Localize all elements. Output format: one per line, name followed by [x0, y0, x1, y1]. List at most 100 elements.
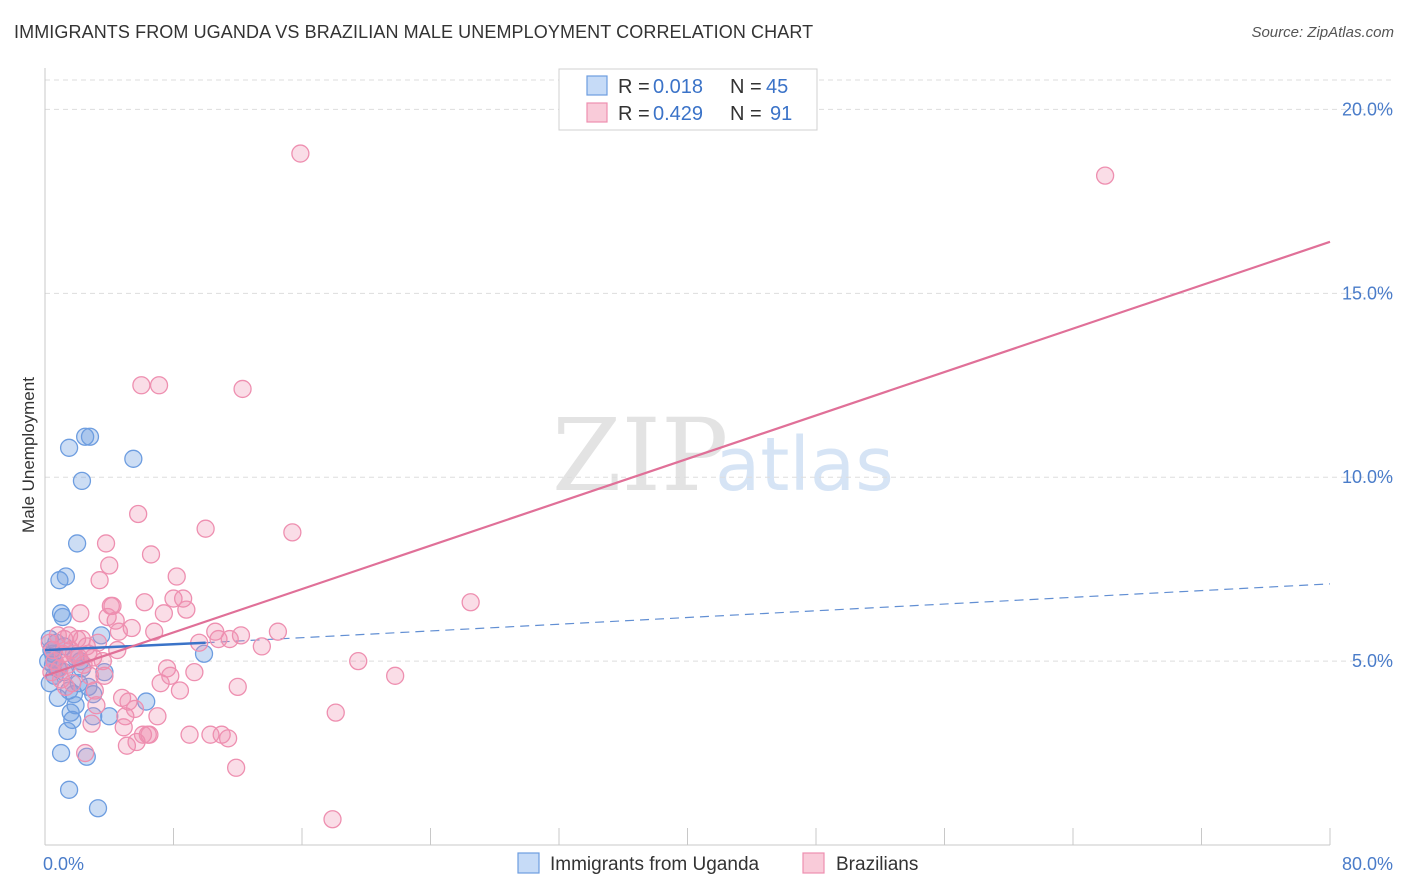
brazilians-point [167, 567, 186, 586]
chart-source: Source: ZipAtlas.com [1251, 24, 1394, 41]
brazilians-point [56, 677, 76, 697]
uganda-point [39, 651, 58, 671]
brazilians-point [82, 714, 101, 733]
brazilians-point [98, 607, 117, 627]
watermark-atlas: atlas [715, 422, 894, 508]
brazilians-point [125, 699, 145, 719]
uganda-point [72, 471, 92, 491]
uganda-point [76, 427, 95, 446]
brazilians-point [326, 703, 345, 722]
brazilians-point [185, 662, 204, 682]
brazilians-point [177, 600, 196, 619]
brazilians-point [141, 545, 161, 564]
uganda-trend-extension [205, 583, 1331, 644]
uganda-point [88, 799, 108, 818]
uganda-point [53, 607, 72, 627]
brazilians-point [196, 519, 215, 538]
uganda-point [63, 710, 82, 730]
brazilians-point [231, 626, 251, 645]
brazilians-point [71, 604, 90, 623]
uganda-point [84, 707, 103, 726]
brazilians-point [1095, 166, 1115, 185]
brazilians-point [145, 622, 164, 641]
brazilians-point [228, 677, 247, 697]
brazilians-point [95, 666, 114, 685]
trend-lines [205, 583, 1331, 644]
correlation-legend: R = 0.018 N = 45 R = 0.429 N = 91 [558, 68, 818, 131]
x-tick-labels: 0.0% 80.0% [43, 854, 1393, 874]
brazilians-point [349, 651, 368, 671]
brazilians-point [164, 589, 183, 608]
brazilians-point [76, 743, 95, 763]
x-tick-label-max: 80.0% [1342, 854, 1393, 874]
legend-swatch-brazilians [586, 102, 608, 123]
brazilians-point [268, 622, 288, 641]
uganda-point [137, 692, 156, 711]
uganda-point [59, 780, 79, 799]
uganda-point [59, 438, 79, 457]
brazilians-point [132, 376, 151, 395]
brazilians-point [149, 376, 169, 395]
brazilians-point [180, 725, 199, 744]
uganda-point [100, 707, 119, 726]
y-tick-label-15: 15.0% [1342, 283, 1393, 303]
legend-r-value-1: 0.018 [653, 76, 703, 98]
brazilians-point [129, 504, 148, 524]
series-legend: Immigrants from Uganda Brazilians [517, 852, 918, 875]
brazilians-point [220, 629, 239, 649]
y-axis-label: Male Unemployment [19, 377, 38, 533]
uganda-trend-line [44, 641, 206, 652]
legend-n-value-2: 91 [770, 103, 792, 125]
brazilians-point [252, 637, 271, 656]
brazilians-trend-line [44, 240, 1331, 677]
y-tick-label-10: 10.0% [1342, 467, 1393, 487]
grid-lines [45, 79, 1392, 662]
legend-swatch-uganda [586, 75, 608, 96]
y-tick-label-20: 20.0% [1342, 99, 1393, 119]
brazilians-point [119, 692, 138, 711]
legend-r-value-2: 0.429 [653, 103, 703, 125]
brazilians-point [161, 666, 180, 685]
brazilians-point [154, 604, 174, 623]
bottom-legend-swatch-uganda [517, 852, 540, 874]
y-tick-label-5: 5.0% [1352, 651, 1393, 671]
brazilians-point [90, 571, 109, 590]
brazilians-point [85, 681, 104, 700]
uganda-point [67, 534, 87, 553]
brazilians-point [170, 681, 190, 700]
brazilians-point [291, 144, 310, 163]
brazilians-point [117, 736, 137, 755]
watermark: ZIP atlas [552, 397, 894, 514]
uganda-point [56, 567, 76, 586]
brazilians-point [173, 589, 193, 608]
uganda-point [58, 721, 77, 741]
brazilians-point [122, 618, 141, 638]
brazilians-point [140, 725, 159, 744]
brazilians-point [48, 626, 67, 645]
brazilians-point [386, 666, 405, 685]
legend-r-label-1: R = [618, 76, 650, 98]
brazilians-point [148, 707, 167, 726]
legend-n-value-1: 45 [766, 76, 788, 98]
uganda-point [194, 644, 214, 663]
brazilians-point [226, 758, 246, 777]
legend-r-label-2: R = [618, 103, 650, 125]
brazilians-point [101, 596, 121, 616]
brazilians-point [87, 696, 106, 715]
brazilians-point [72, 629, 92, 649]
bottom-legend-uganda: Immigrants from Uganda [550, 854, 760, 875]
brazilians-point [233, 379, 252, 399]
uganda-point [124, 449, 143, 468]
uganda-point [80, 427, 100, 446]
trend-lines-solid [44, 240, 1331, 677]
legend-n-label-1: N = [730, 76, 762, 98]
brazilians-point [218, 729, 238, 748]
brazilians-point [461, 593, 480, 612]
brazilians-point [114, 718, 133, 737]
brazilians-point [133, 725, 153, 744]
bottom-legend-brazilians: Brazilians [836, 854, 918, 875]
x-tick-label-min: 0.0% [43, 854, 84, 874]
uganda-point [66, 696, 85, 715]
series-brazilians-points [40, 144, 1115, 829]
